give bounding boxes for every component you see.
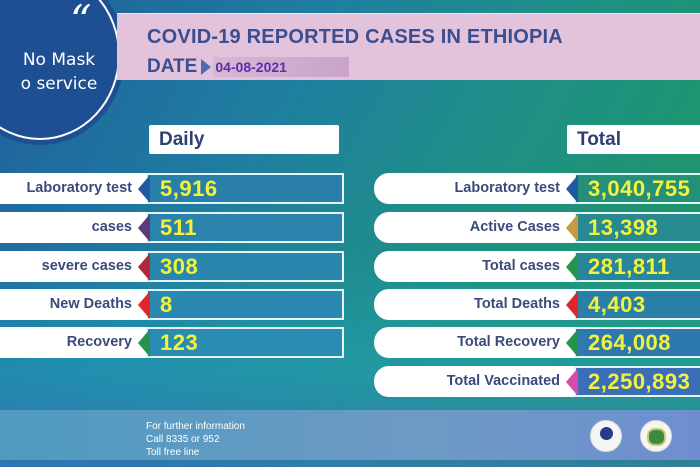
row-value: 8 — [146, 289, 344, 320]
total-row-total-cases: Total cases 281,811 — [374, 251, 700, 282]
chevron-marker-icon — [138, 291, 150, 319]
total-row-laboratory-test: Laboratory test 3,040,755 — [374, 173, 700, 204]
row-label: Laboratory test — [374, 173, 574, 204]
row-value: 123 — [146, 327, 344, 358]
institute-emblem-icon — [647, 428, 666, 446]
chevron-marker-icon — [566, 291, 578, 319]
date-label: DATE — [147, 56, 198, 77]
badge-line-2: o service — [20, 74, 98, 94]
row-value: 2,250,893 — [574, 366, 700, 397]
date-row: DATE 04-08-2021 — [147, 56, 350, 78]
total-row-total-recovery: Total Recovery 264,008 — [374, 327, 700, 358]
badge-line-1: No Mask — [22, 50, 96, 70]
row-label: severe cases — [0, 251, 146, 282]
chevron-marker-icon — [138, 214, 150, 242]
row-label: cases — [0, 212, 146, 243]
row-label: Total Vaccinated — [374, 366, 574, 397]
daily-row-recovery: Recovery 123 — [0, 327, 344, 358]
institute-logo-icon — [640, 420, 672, 452]
page-title: COVID-19 REPORTED CASES IN ETHIOPIA — [147, 26, 563, 48]
total-row-total-vaccinated: Total Vaccinated 2,250,893 — [374, 366, 700, 397]
daily-row-new-deaths: New Deaths 8 — [0, 289, 344, 320]
contact-info: For further information Call 8335 or 952… — [146, 420, 245, 459]
row-label: New Deaths — [0, 289, 146, 320]
header-banner: COVID-19 REPORTED CASES IN ETHIOPIA DATE… — [117, 13, 700, 80]
row-value: 308 — [146, 251, 344, 282]
row-value: 13,398 — [574, 212, 700, 243]
row-value: 264,008 — [574, 327, 700, 358]
daily-row-severe-cases: severe cases 308 — [0, 251, 344, 282]
chevron-marker-icon — [566, 175, 578, 203]
footer-bar: For further information Call 8335 or 952… — [0, 410, 700, 460]
date-value: 04-08-2021 — [213, 57, 350, 77]
row-value: 4,403 — [574, 289, 700, 320]
row-label: Total Deaths — [374, 289, 574, 320]
row-label: Total cases — [374, 251, 574, 282]
chevron-marker-icon — [138, 329, 150, 357]
row-value: 3,040,755 — [574, 173, 700, 204]
daily-heading: Daily — [149, 125, 339, 154]
row-value: 5,916 — [146, 173, 344, 204]
row-label: Laboratory test — [0, 173, 146, 204]
chevron-marker-icon — [566, 329, 578, 357]
chevron-marker-icon — [138, 175, 150, 203]
daily-row-laboratory-test: Laboratory test 5,916 — [0, 173, 344, 204]
chevron-marker-icon — [566, 214, 578, 242]
play-arrow-icon — [201, 59, 212, 75]
row-value: 281,811 — [574, 251, 700, 282]
quote-mark-icon: “ — [70, 0, 92, 45]
total-row-total-deaths: Total Deaths 4,403 — [374, 289, 700, 320]
row-label: Total Recovery — [374, 327, 574, 358]
ministry-emblem-icon — [600, 427, 613, 440]
row-value: 511 — [146, 212, 344, 243]
total-heading: Total — [567, 125, 700, 154]
footer-line-2: Call 8335 or 952 — [146, 434, 220, 445]
chevron-marker-icon — [138, 253, 150, 281]
row-label: Active Cases — [374, 212, 574, 243]
row-label: Recovery — [0, 327, 146, 358]
chevron-marker-icon — [566, 253, 578, 281]
total-row-active-cases: Active Cases 13,398 — [374, 212, 700, 243]
badge-text: No Mask o service — [0, 48, 118, 96]
ministry-logo-icon — [590, 420, 622, 452]
footer-line-3: Toll free line — [146, 447, 200, 458]
daily-row-cases: cases 511 — [0, 212, 344, 243]
footer-line-1: For further information — [146, 421, 245, 432]
chevron-marker-icon — [566, 368, 578, 396]
